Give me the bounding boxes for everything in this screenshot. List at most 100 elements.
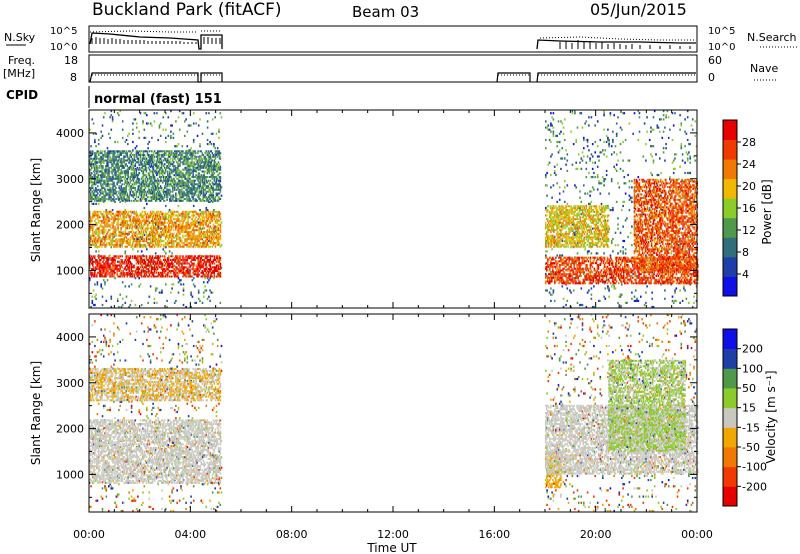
heatmap-cell bbox=[157, 240, 160, 243]
heatmap-cell bbox=[108, 242, 110, 244]
heatmap-cell bbox=[129, 192, 131, 195]
heatmap-cell bbox=[216, 147, 219, 150]
heatmap-cell bbox=[584, 248, 586, 251]
heatmap-cell bbox=[125, 245, 127, 248]
heatmap-cell bbox=[199, 238, 201, 241]
heatmap-cell bbox=[173, 232, 175, 235]
heatmap-cell bbox=[135, 257, 138, 260]
heatmap-cell bbox=[178, 231, 180, 233]
heatmap-cell bbox=[191, 255, 193, 258]
heatmap-cell bbox=[96, 262, 98, 265]
heatmap-cell bbox=[209, 140, 211, 144]
heatmap-cell bbox=[147, 268, 150, 271]
heatmap-cell bbox=[199, 259, 201, 261]
heatmap-cell bbox=[171, 225, 173, 228]
heatmap-cell bbox=[624, 252, 627, 255]
heatmap-cell bbox=[95, 183, 97, 186]
heatmap-cell bbox=[199, 225, 201, 228]
heatmap-cell bbox=[127, 266, 129, 269]
heatmap-cell bbox=[674, 235, 676, 238]
heatmap-cell bbox=[162, 266, 164, 269]
heatmap-cell bbox=[100, 210, 102, 213]
heatmap-cell bbox=[153, 227, 156, 230]
heatmap-cell bbox=[194, 301, 196, 304]
heatmap-cell bbox=[92, 273, 94, 276]
heatmap-cell bbox=[135, 227, 138, 230]
heatmap-cell bbox=[552, 291, 555, 294]
heatmap-cell bbox=[136, 176, 139, 178]
heatmap-cell bbox=[108, 170, 110, 173]
heatmap-cell bbox=[105, 264, 107, 267]
heatmap-cell bbox=[168, 238, 170, 241]
heatmap-cell bbox=[180, 262, 182, 265]
heatmap-cell bbox=[160, 232, 163, 235]
heatmap-cell bbox=[104, 266, 106, 269]
heatmap-cell bbox=[617, 116, 619, 119]
heatmap-cell bbox=[149, 236, 152, 239]
heatmap-cell bbox=[149, 240, 152, 243]
heatmap-cell bbox=[116, 183, 118, 186]
heatmap-cell bbox=[202, 225, 204, 228]
heatmap-cell bbox=[159, 262, 162, 265]
heatmap-cell bbox=[583, 136, 585, 139]
heatmap-cell bbox=[187, 270, 189, 272]
heatmap-cell bbox=[128, 268, 130, 271]
heatmap-cell bbox=[115, 218, 117, 221]
heatmap-cell bbox=[173, 242, 175, 244]
heatmap-cell bbox=[167, 264, 169, 267]
heatmap-cell bbox=[623, 112, 626, 115]
heatmap-cell bbox=[152, 262, 155, 265]
heatmap-cell bbox=[149, 260, 152, 263]
heatmap-cell bbox=[217, 275, 220, 278]
heatmap-cell bbox=[154, 289, 157, 292]
heatmap-cell bbox=[137, 255, 140, 258]
heatmap-cell bbox=[547, 128, 550, 131]
heatmap-cell bbox=[150, 183, 153, 186]
heatmap-cell bbox=[576, 167, 579, 170]
heatmap-cell bbox=[571, 223, 574, 226]
heatmap-cell bbox=[121, 212, 123, 215]
heatmap-cell bbox=[127, 210, 129, 213]
heatmap-cell bbox=[108, 255, 110, 258]
heatmap-cell bbox=[100, 181, 102, 184]
heatmap-cell bbox=[129, 177, 131, 180]
heatmap-cell bbox=[193, 232, 195, 235]
heatmap-cell bbox=[195, 216, 197, 219]
heatmap-cell bbox=[95, 266, 97, 269]
heatmap-cell bbox=[206, 238, 208, 241]
heatmap-cell bbox=[132, 248, 134, 251]
heatmap-cell bbox=[208, 236, 211, 239]
heatmap-cell bbox=[154, 262, 157, 265]
heatmap-cell bbox=[192, 268, 194, 271]
heatmap-cell bbox=[569, 289, 571, 292]
heatmap-cell bbox=[583, 184, 585, 187]
heatmap-cell bbox=[112, 165, 114, 167]
heatmap-cell bbox=[93, 255, 95, 258]
heatmap-cell bbox=[124, 266, 126, 269]
heatmap-cell bbox=[115, 242, 117, 244]
heatmap-cell bbox=[165, 270, 167, 272]
heatmap-cell bbox=[94, 260, 96, 263]
heatmap-cell bbox=[561, 239, 564, 243]
heatmap-cell bbox=[177, 291, 180, 294]
heatmap-cell bbox=[120, 243, 122, 246]
heatmap-cell bbox=[158, 214, 161, 217]
heatmap-cell bbox=[154, 229, 157, 232]
heatmap-cell bbox=[145, 216, 148, 219]
heatmap-cell bbox=[116, 297, 119, 300]
heatmap-cell bbox=[679, 289, 681, 292]
heatmap-cell bbox=[651, 291, 653, 294]
heatmap-cell bbox=[213, 229, 216, 232]
heatmap-cell bbox=[688, 301, 690, 304]
heatmap-cell bbox=[92, 229, 94, 232]
heatmap-cell bbox=[119, 275, 121, 278]
heatmap-cell bbox=[128, 227, 130, 230]
heatmap-cell bbox=[219, 238, 222, 241]
heatmap-cell bbox=[691, 305, 694, 309]
heatmap-cell bbox=[196, 134, 199, 137]
heatmap-cell bbox=[218, 257, 221, 260]
heatmap-cell bbox=[137, 237, 139, 241]
heatmap-cell bbox=[148, 232, 151, 235]
heatmap-cell bbox=[94, 212, 96, 215]
heatmap-cell bbox=[151, 210, 154, 213]
